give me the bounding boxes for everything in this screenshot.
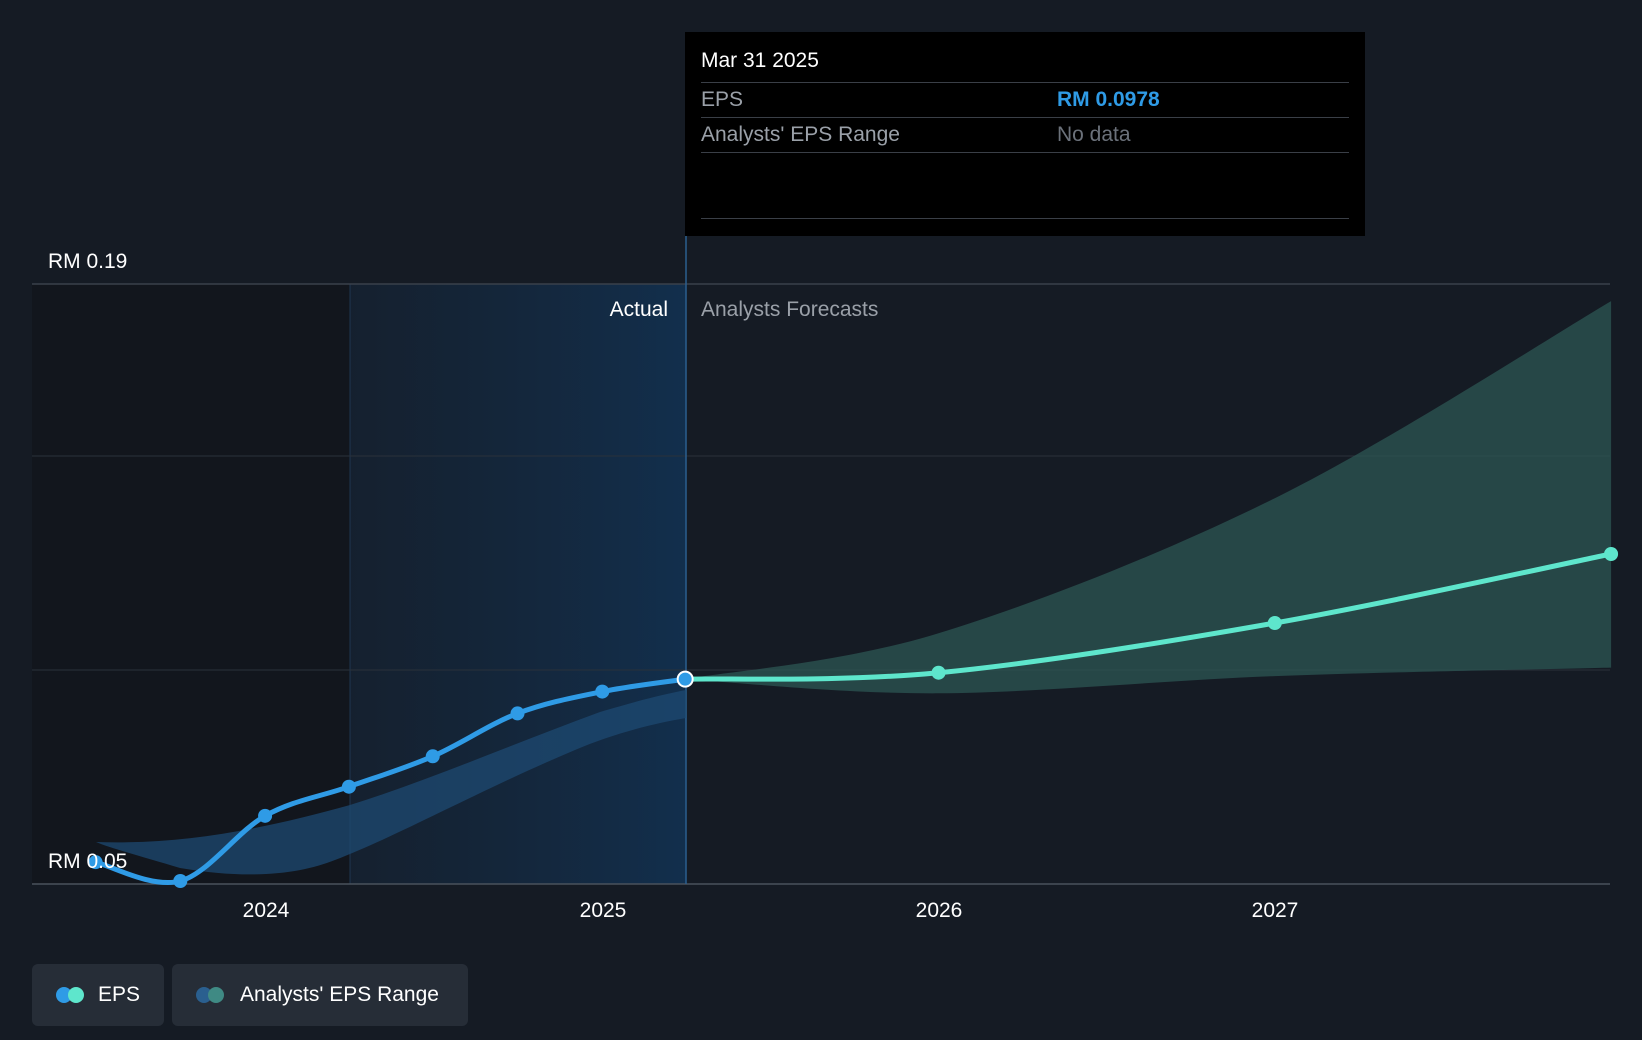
x-tick-2025: 2025: [580, 899, 627, 922]
tooltip-eps-label: EPS: [701, 88, 744, 111]
eps-actual-point[interactable]: [258, 808, 273, 823]
y-axis-label-min: RM 0.05: [48, 850, 127, 873]
eps-actual-point[interactable]: [595, 684, 610, 699]
tooltip-row-range: Analysts' EPS Range No data: [701, 118, 1349, 153]
eps-actual-point[interactable]: [425, 749, 440, 764]
y-axis-label-max: RM 0.19: [48, 250, 127, 273]
eps-actual-point[interactable]: [173, 874, 188, 888]
eps-forecast-line: [682, 551, 1614, 682]
forecast-range-band-group: [685, 301, 1612, 694]
tooltip-range-label: Analysts' EPS Range: [701, 123, 900, 146]
legend-eps-swatch: [56, 987, 86, 1003]
region-label-forecast: Analysts Forecasts: [701, 298, 878, 321]
legend-range-swatch: [196, 987, 228, 1003]
actual-region-shade: [350, 284, 686, 884]
legend-range-label: Analysts' EPS Range: [240, 983, 439, 1006]
tooltip-row-eps: EPS RM 0.0978: [701, 83, 1349, 118]
eps-point-current[interactable]: [676, 670, 694, 688]
tooltip-eps-value: RM 0.0978: [1057, 88, 1160, 111]
actual-eps-range-band: [96, 690, 686, 875]
x-tick-2027: 2027: [1252, 899, 1299, 922]
tooltip-date: Mar 31 2025: [701, 46, 1349, 83]
eps-forecast-point[interactable]: [931, 665, 946, 680]
x-tick-2026: 2026: [916, 899, 963, 922]
eps-actual-point[interactable]: [510, 706, 525, 721]
legend-item-eps-range[interactable]: Analysts' EPS Range: [172, 964, 468, 1026]
legend-eps-label: EPS: [97, 983, 140, 1006]
legend-item-eps[interactable]: EPS: [32, 964, 164, 1026]
eps-forecast-point[interactable]: [1267, 616, 1282, 630]
eps-forecast-point[interactable]: [1604, 547, 1619, 561]
tooltip: Mar 31 2025 EPS RM 0.0978 Analysts' EPS …: [685, 32, 1365, 236]
eps-points-group: [88, 547, 1619, 888]
pre-actual-region: [32, 284, 350, 884]
eps-actual-line: [93, 676, 688, 885]
forecast-range-band: [685, 301, 1612, 694]
tooltip-range-value: No data: [1057, 123, 1131, 146]
tooltip-footer-divider: [701, 218, 1349, 219]
x-tick-2024: 2024: [243, 899, 290, 922]
eps-lines-group: [93, 551, 1614, 885]
eps-actual-point[interactable]: [341, 779, 356, 794]
region-label-actual: Actual: [610, 298, 668, 321]
eps-actual-point[interactable]: [88, 855, 103, 870]
